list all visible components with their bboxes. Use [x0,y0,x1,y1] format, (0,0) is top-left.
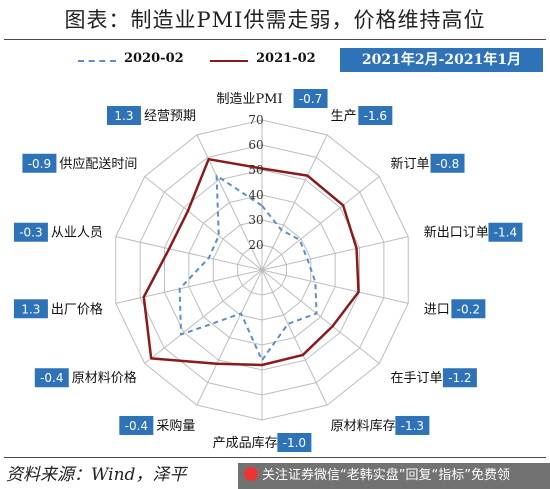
spoke-9 [144,269,263,364]
delta-value-2: -0.8 [436,157,459,171]
delta-value-6: -1.3 [401,419,424,433]
radar-spokes [115,120,409,420]
radial-tick-60: 60 [248,138,263,152]
delta-box-10 [13,299,48,319]
category-label-11: 从业人员 [51,226,103,241]
spoke-12 [144,176,263,271]
delta-box-1 [358,106,393,126]
spoke-4 [261,269,409,304]
radial-tick-20: 20 [248,238,263,252]
spoke-1 [261,134,328,271]
legend-swatch-2021 [210,60,248,62]
footer-divider [4,457,546,458]
series-line-2021-02 [142,157,360,367]
delta-box-3 [488,222,523,242]
category-label-3: 新出口订单 [424,225,489,241]
wechat-logo-icon [244,467,258,481]
spoke-2 [261,176,380,271]
category-label-6: 原材料库存 [331,418,396,434]
title-bar: 图表：制造业PMI供需走弱，价格维持高位 [0,0,550,40]
category-label-13: 经营预期 [144,109,196,124]
title-divider [4,39,546,40]
delta-value-4: -0.2 [457,302,480,316]
series-line-2020-02 [178,174,318,362]
radial-tick-50: 50 [248,163,263,177]
radar-category-labels: 制造业PMI -0.7 生产 -1.6 新订单 -0.8 新出口订单 -1.4 进口 -0.2 在手… [13,89,523,452]
radar-series [142,157,360,367]
delta-value-5: -1.2 [448,371,471,385]
delta-box-9 [34,368,69,388]
spoke-10 [115,269,263,304]
delta-value-12: -0.9 [28,157,51,171]
delta-value-11: -0.3 [19,226,42,240]
radial-tick-40: 40 [248,188,263,202]
legend: 2020-02 2021-02 [0,48,340,74]
delta-box-13 [106,106,141,126]
category-label-7: 产成品库存 [213,435,278,451]
delta-value-13: 1.3 [114,109,133,123]
chart-title: 图表：制造业PMI供需走弱，价格维持高位 [64,8,486,32]
spoke-3 [261,236,409,271]
radar-tick-labels: 20 30 40 50 60 70 [248,113,263,252]
delta-value-9: -0.4 [40,371,63,385]
spoke-5 [261,269,380,364]
category-label-10: 出厂价格 [51,301,103,317]
category-label-0: 制造业PMI [216,92,282,107]
delta-box-6 [395,415,430,435]
category-label-1: 生产 [331,109,357,124]
category-label-9: 原材料价格 [72,370,137,386]
radial-tick-70: 70 [248,113,263,127]
spoke-8 [196,269,263,406]
category-label-8: 采购量 [156,418,195,434]
spoke-6 [261,269,328,406]
delta-value-10: 1.3 [21,302,40,316]
category-label-12: 供应配送时间 [59,156,137,172]
delta-value-3: -1.4 [494,226,517,240]
source-note: 资料来源：Wind，泽平 [6,465,187,485]
legend-swatch-2020 [78,60,116,62]
delta-box-5 [442,368,477,388]
category-label-4: 进口 [424,302,450,317]
period-badge: 2021年2月-2021年1月 [340,48,543,72]
delta-value-7: -1.0 [283,436,306,450]
delta-box-8 [119,415,154,435]
delta-box-4 [451,299,486,319]
delta-box-12 [22,153,57,173]
delta-value-1: -1.6 [364,109,387,123]
spoke-11 [115,236,263,271]
promo-banner: 关注证券微信“老韩实盘”回复“指标”免费领 [238,463,550,489]
delta-value-0: -0.7 [299,92,322,106]
delta-box-0 [293,89,328,108]
promo-banner-text: 关注证券微信“老韩实盘”回复“指标”免费领 [262,468,510,483]
spoke-13 [196,134,263,271]
delta-box-2 [430,153,465,173]
delta-box-11 [13,222,48,242]
legend-label-2021: 2021-02 [256,51,316,66]
delta-box-7 [277,433,312,452]
delta-value-8: -0.4 [125,419,148,433]
category-label-5: 在手订单 [390,371,442,386]
radial-tick-30: 30 [248,213,263,227]
legend-label-2020: 2020-02 [124,51,184,66]
category-label-2: 新订单 [390,156,429,172]
